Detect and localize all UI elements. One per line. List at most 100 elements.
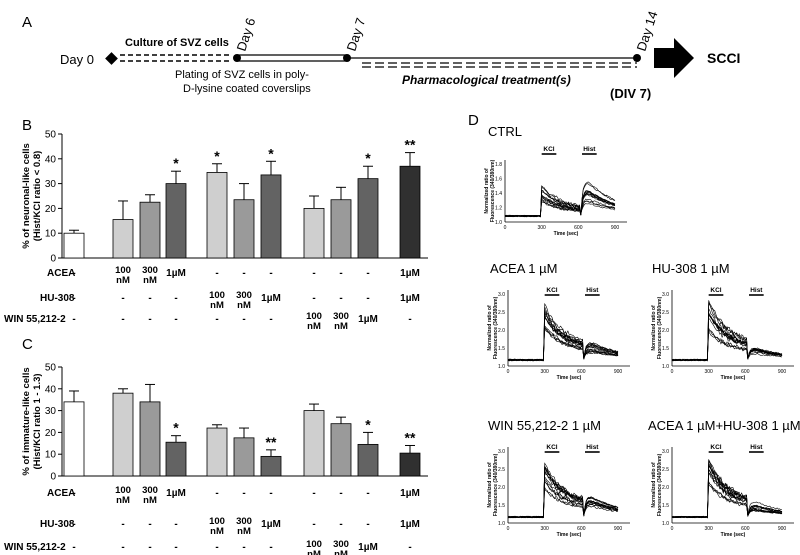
c-cell: 1µM bbox=[400, 488, 420, 499]
trace-x-tick-label: 0 bbox=[671, 369, 674, 375]
trace-y-label: Normalized ratio of bbox=[651, 462, 657, 508]
culture-label: Culture of SVZ cells bbox=[125, 37, 229, 49]
trace-y-label: Normalized ratio of bbox=[487, 462, 493, 508]
b-y-tick-label: 40 bbox=[45, 154, 57, 165]
arrow-shape bbox=[654, 38, 694, 78]
b-cell: - bbox=[148, 293, 151, 304]
c-cell: - bbox=[174, 519, 177, 530]
trace-y-tick-label: 3.0 bbox=[662, 292, 669, 298]
b-cell: - bbox=[121, 314, 124, 325]
c-cell: 1µM bbox=[261, 519, 281, 530]
trace-y-tick-label: 2.0 bbox=[498, 328, 505, 334]
c-bar bbox=[165, 441, 187, 477]
trace-x-tick-label: 300 bbox=[537, 225, 546, 231]
c-cell-unit: nM bbox=[143, 495, 157, 506]
trace-y-tick-label: 2.5 bbox=[662, 310, 669, 316]
c-cell: - bbox=[242, 488, 245, 499]
trace-x-tick-label: 900 bbox=[778, 369, 787, 375]
c-cell: - bbox=[215, 488, 218, 499]
start-diamond bbox=[105, 52, 118, 65]
b-y-tick-label: 10 bbox=[45, 229, 57, 240]
b-significance: * bbox=[214, 148, 220, 164]
c-cell: - bbox=[148, 519, 151, 530]
trace-y-tick-label: 2.0 bbox=[662, 485, 669, 491]
c-row-label: HU-308 bbox=[40, 519, 75, 530]
trace-line bbox=[504, 192, 616, 218]
trace-line bbox=[507, 476, 619, 519]
b-bar bbox=[303, 207, 325, 259]
trace-y-tick-label: 3.0 bbox=[498, 449, 505, 455]
trace-x-tick-label: 0 bbox=[507, 526, 510, 532]
trace-x-label: Time (sec) bbox=[557, 375, 582, 381]
b-cell: 1µM bbox=[400, 268, 420, 279]
trace-plot-title: CTRL bbox=[488, 124, 522, 139]
trace-y-tick-label: 3.0 bbox=[498, 292, 505, 298]
trace-plot-title: WIN 55,212-2 1 µM bbox=[488, 418, 601, 433]
c-cell: 100 bbox=[209, 516, 225, 527]
c-cell: - bbox=[72, 488, 75, 499]
b-cell: - bbox=[366, 293, 369, 304]
day14-dot bbox=[633, 54, 641, 62]
b-y-label-2: (Hist/KCl ratio < 0.8) bbox=[32, 151, 43, 242]
trace-line bbox=[671, 464, 783, 519]
trace-y-tick-label: 1.0 bbox=[498, 521, 505, 527]
chart-c: 0 10 20 30 40 50 % of immature-like cells (Hist… bbox=[21, 363, 428, 483]
trace-y-label: Normalized ratio of bbox=[484, 168, 490, 214]
trace-x-tick-label: 300 bbox=[704, 526, 713, 532]
c-cell-unit: nM bbox=[334, 549, 348, 555]
c-bar bbox=[206, 427, 228, 477]
c-cell-unit: nM bbox=[116, 495, 130, 506]
c-y-tick-label: 0 bbox=[50, 472, 56, 483]
c-cell: 1µM bbox=[358, 542, 378, 553]
trace-line bbox=[507, 324, 619, 362]
c-cell: - bbox=[366, 488, 369, 499]
c-bar bbox=[330, 423, 352, 477]
b-y-tick-label: 0 bbox=[50, 254, 56, 265]
trace-y-label: Normalized ratio of bbox=[651, 305, 657, 351]
b-cell: 300 bbox=[333, 311, 349, 322]
b-cell: - bbox=[312, 268, 315, 279]
b-cell: - bbox=[215, 314, 218, 325]
trace-y-label-2: Fluorescence (340/380nm) bbox=[657, 296, 663, 359]
b-cell: - bbox=[242, 314, 245, 325]
b-bar bbox=[357, 178, 379, 259]
b-cell: 1µM bbox=[358, 314, 378, 325]
b-cell-unit: nM bbox=[116, 275, 130, 286]
c-cell: - bbox=[72, 519, 75, 530]
trace-line bbox=[507, 489, 619, 519]
trace-line bbox=[507, 317, 619, 362]
b-cell: - bbox=[408, 314, 411, 325]
b-cell: - bbox=[242, 268, 245, 279]
b-cell: 1µM bbox=[400, 293, 420, 304]
b-cell: - bbox=[269, 268, 272, 279]
b-cell: 100 bbox=[115, 265, 131, 276]
trace-y-label-2: Fluorescence (340/380nm) bbox=[493, 453, 499, 516]
c-cell: - bbox=[242, 542, 245, 553]
b-bar bbox=[112, 219, 134, 259]
b-cell: 1µM bbox=[261, 293, 281, 304]
trace-y-tick-label: 1.5 bbox=[498, 503, 505, 509]
trace-x-tick-label: 300 bbox=[704, 369, 713, 375]
trace-line bbox=[504, 190, 616, 218]
b-bar bbox=[260, 174, 282, 259]
b-cell: 100 bbox=[306, 311, 322, 322]
trace-line bbox=[507, 466, 619, 519]
b-cell: 100 bbox=[209, 290, 225, 301]
trace-x-tick-label: 600 bbox=[741, 526, 750, 532]
trace-line bbox=[508, 467, 619, 519]
c-significance: * bbox=[173, 420, 179, 436]
hist-label: Hist bbox=[583, 146, 596, 153]
trace-plot: ACEA 1 µM 1.0 1.5 2.0 2.5 3.0 0 300 600 900 Time (… bbox=[487, 261, 630, 381]
trace-y-label-2: Fluorescence (340/380nm) bbox=[493, 296, 499, 359]
trace-line bbox=[671, 464, 783, 519]
c-cell: - bbox=[269, 542, 272, 553]
c-cell: 300 bbox=[236, 516, 252, 527]
b-cell: - bbox=[72, 268, 75, 279]
trace-x-tick-label: 600 bbox=[574, 225, 583, 231]
timeline-day0: Day 0 bbox=[60, 52, 94, 67]
c-y-label: % of immature-like cells bbox=[21, 367, 32, 475]
c-bar bbox=[233, 437, 255, 477]
trace-y-tick-label: 1.0 bbox=[498, 364, 505, 370]
